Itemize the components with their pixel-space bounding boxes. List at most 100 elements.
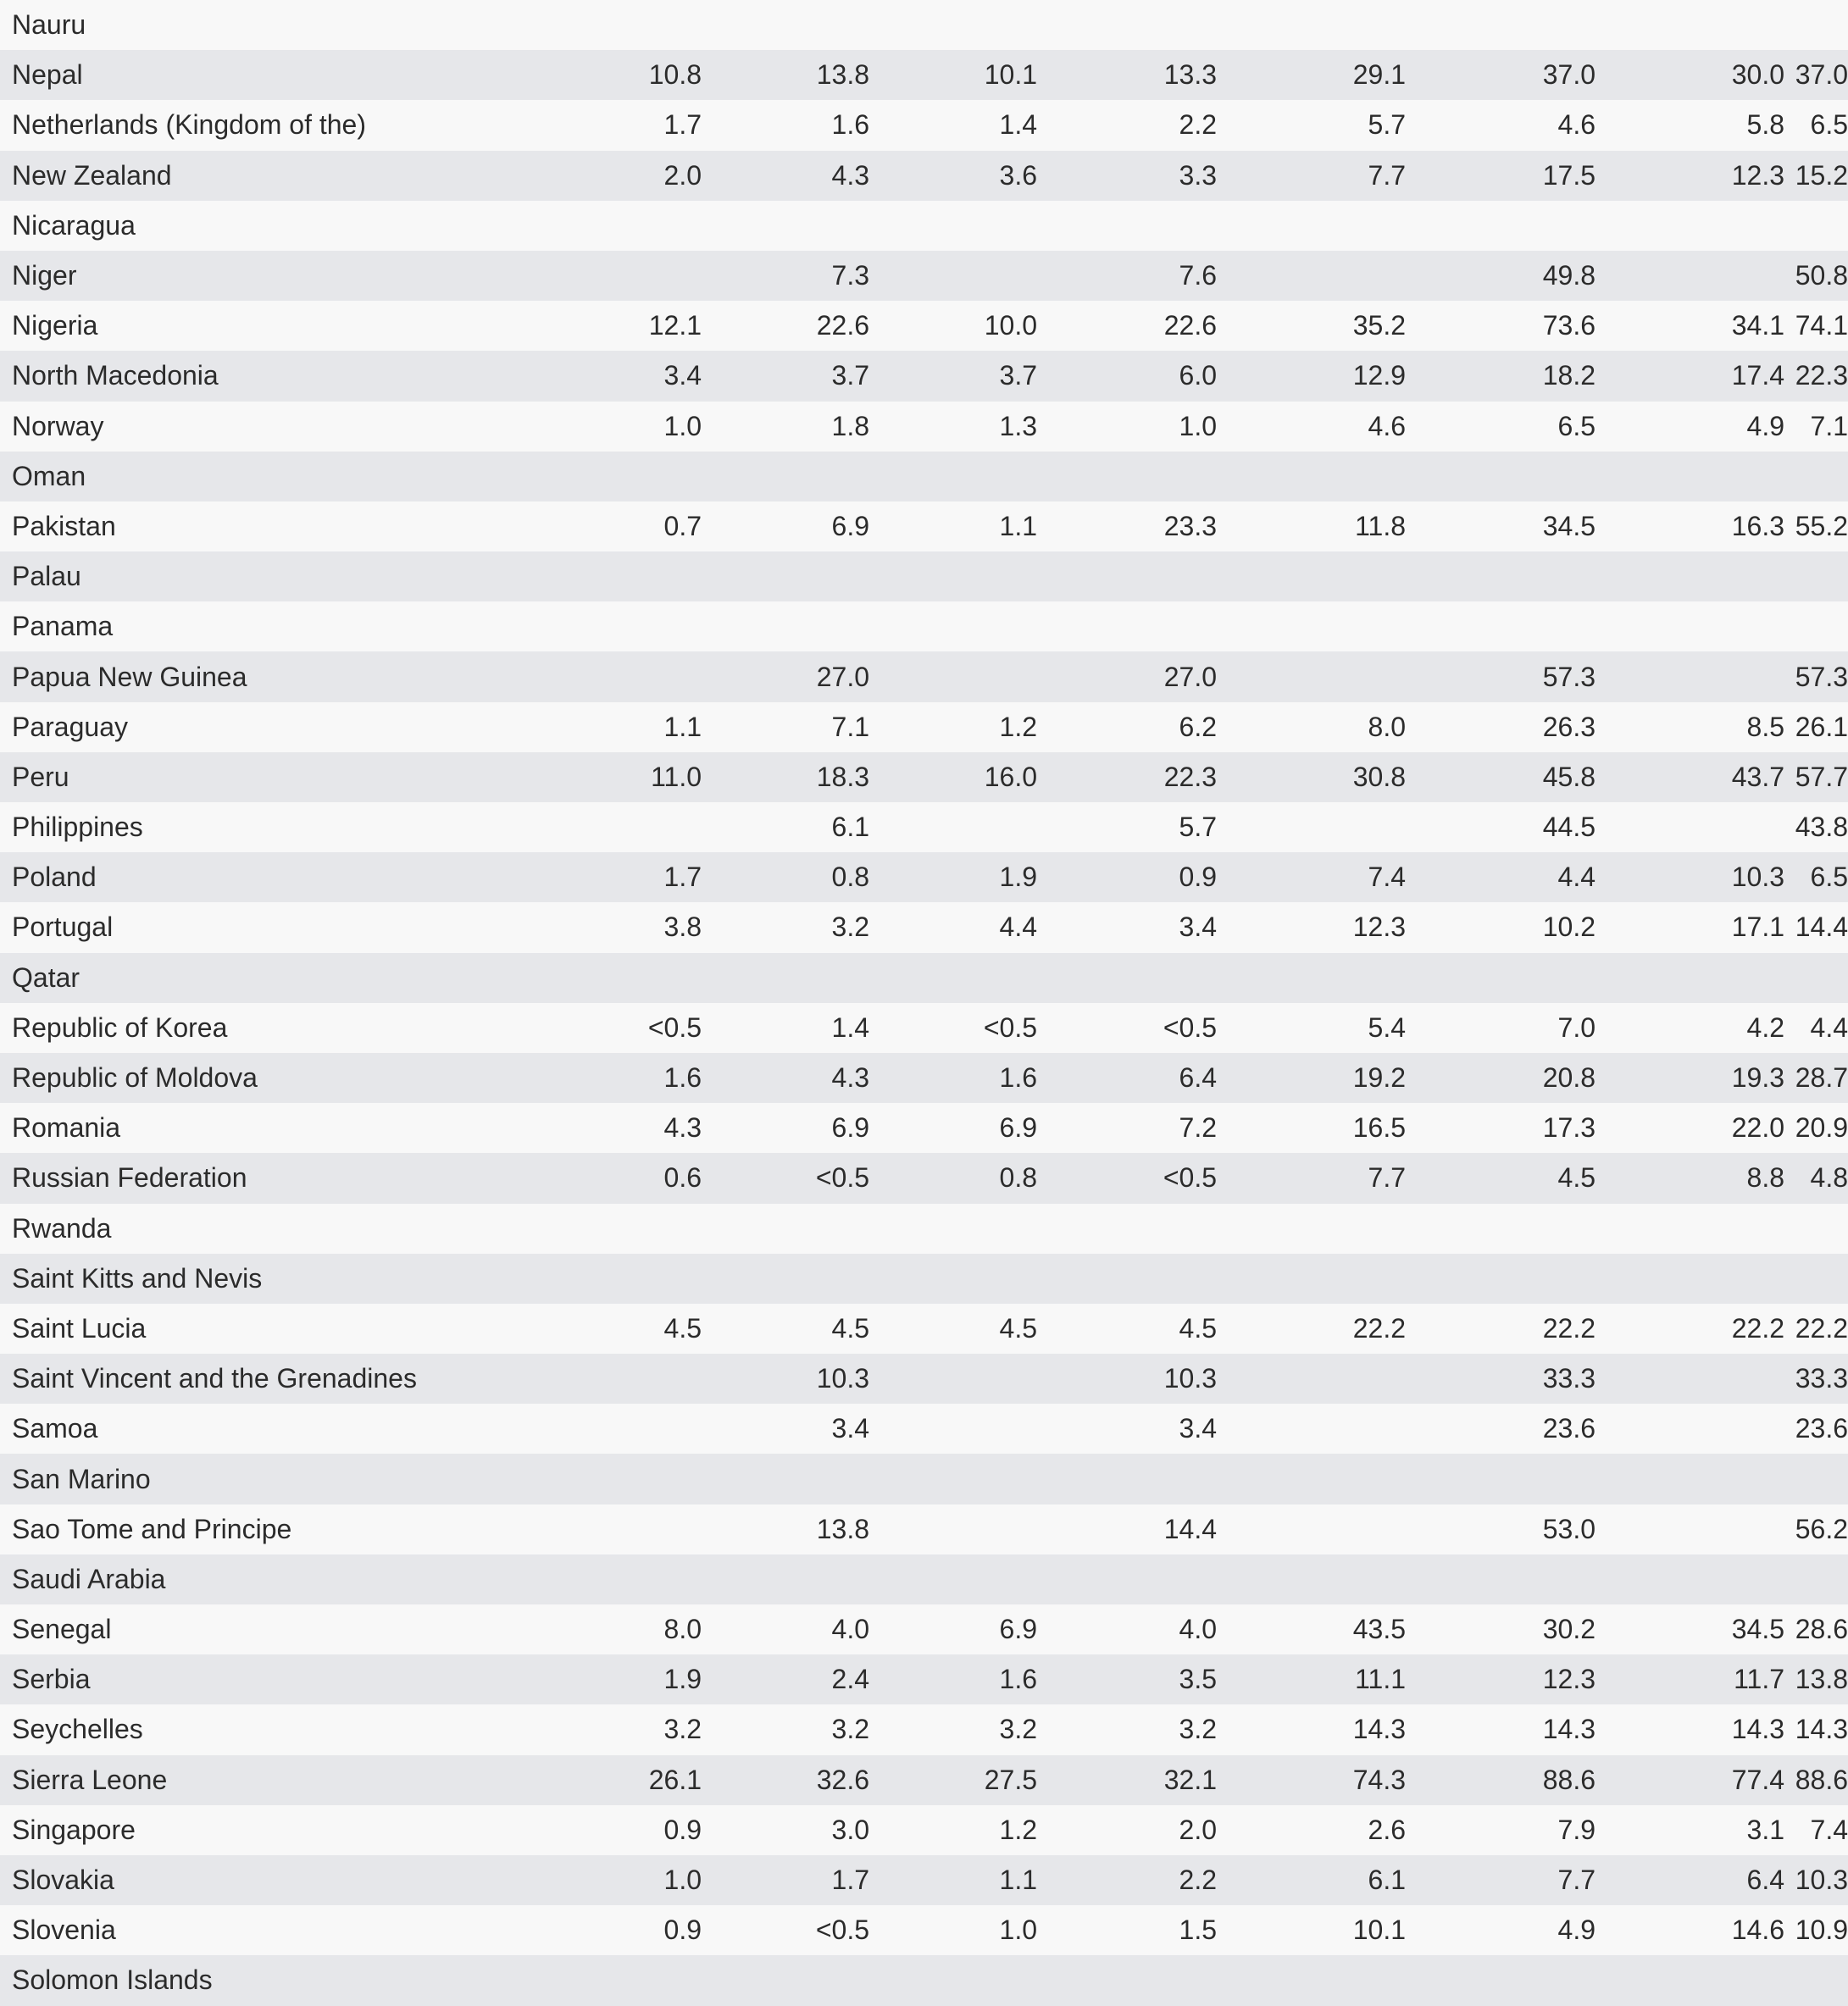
table-row: Netherlands (Kingdom of the) 1.7 1.6 1.4 2.2…: [0, 100, 1848, 151]
value-cell-col-3: [869, 452, 1037, 502]
value-cell-col-1: [534, 953, 702, 1003]
table-row: Norway 1.0 1.8 1.3 1.0 4.6 6.5 4.9 7.1: [0, 401, 1848, 452]
table-row: Russian Federation 0.6 <0.5 0.8 <0.5 7.7 4.5 8.…: [0, 1153, 1848, 1204]
value-cell-col-8: [1784, 953, 1848, 1003]
value-cell-col-2: 6.9: [831, 1112, 869, 1144]
value-cell-col-8: [1784, 1454, 1848, 1504]
value-cell-col-6: [1406, 201, 1595, 251]
value-cell-col-1: 1.9: [663, 1664, 702, 1695]
country-name: Saudi Arabia: [12, 1563, 166, 1594]
value-cell-col-8: 88.6: [1795, 1764, 1848, 1795]
value-cell-col-1: 0.9: [663, 1814, 702, 1845]
value-cell-col-8: 26.1: [1795, 711, 1848, 742]
value-cell-col-5: 11.1: [1355, 1664, 1406, 1695]
table-row: Saint Vincent and the Grenadines 10.3 10.3…: [0, 1354, 1848, 1405]
value-cell-col-5: [1217, 1204, 1406, 1254]
value-cell-col-1: 1.1: [663, 711, 702, 742]
value-cell-col-5: [1217, 251, 1406, 301]
value-cell-col-3: 1.3: [999, 410, 1037, 441]
value-cell-col-3: [869, 1354, 1037, 1404]
value-cell-col-4: [1037, 452, 1217, 502]
value-cell-col-4: 6.4: [1179, 1062, 1217, 1094]
value-cell-col-3: [869, 201, 1037, 251]
value-cell-col-6: [1406, 601, 1595, 651]
value-cell-col-6: 12.3: [1542, 1664, 1595, 1695]
country-name: Palau: [12, 561, 81, 592]
country-name: Nicaragua: [12, 209, 136, 241]
table-row: Republic of Moldova 1.6 4.3 1.6 6.4 19.2 20.8 1…: [0, 1052, 1848, 1104]
value-cell-col-4: [1037, 1254, 1217, 1304]
country-name: Qatar: [12, 961, 80, 993]
country-name: Sao Tome and Principe: [12, 1513, 292, 1544]
table-row: Samoa 3.4 3.4 23.6 23.6: [0, 1404, 1848, 1455]
table-row: North Macedonia 3.4 3.7 3.7 6.0 12.9 18.2 17.4 2…: [0, 351, 1848, 402]
value-cell-col-8: 50.8: [1795, 260, 1848, 291]
value-cell-col-8: 10.9: [1795, 1915, 1848, 1946]
country-name: Netherlands (Kingdom of the): [12, 109, 366, 141]
table-row: Solomon Islands: [0, 1955, 1848, 2006]
value-cell-col-5: [1217, 601, 1406, 651]
value-cell-col-1: 2.0: [663, 159, 702, 191]
value-cell-col-8: 10.3: [1795, 1865, 1848, 1896]
value-cell-col-2: 13.8: [816, 59, 869, 91]
value-cell-col-6: 26.3: [1542, 711, 1595, 742]
value-cell-col-1: [534, 1454, 702, 1504]
value-cell-col-3: 1.9: [999, 862, 1037, 893]
value-cell-col-4: 10.3: [1163, 1363, 1217, 1394]
value-cell-col-1: 0.9: [663, 1915, 702, 1946]
value-cell-col-5: [1217, 953, 1406, 1003]
table-row: Pakistan 0.7 6.9 1.1 23.3 11.8 34.5 16.3 55.2: [0, 501, 1848, 552]
value-cell-col-4: 7.2: [1179, 1112, 1217, 1144]
value-cell-col-8: 4.8: [1810, 1162, 1848, 1194]
value-cell-col-4: [1037, 1204, 1217, 1254]
value-cell-col-4: 22.6: [1163, 310, 1217, 341]
value-cell-col-6: 30.2: [1542, 1614, 1595, 1645]
value-cell-col-1: [534, 0, 702, 50]
value-cell-col-2: 18.3: [816, 761, 869, 792]
value-cell-col-5: [1217, 1504, 1406, 1554]
value-cell-col-2: [702, 201, 869, 251]
value-cell-col-8: 55.2: [1795, 510, 1848, 541]
value-cell-col-6: [1406, 452, 1595, 502]
value-cell-col-2: 3.2: [831, 912, 869, 943]
value-cell-col-8: [1784, 1554, 1848, 1604]
value-cell-col-4: [1037, 1454, 1217, 1504]
country-name: Serbia: [12, 1664, 91, 1695]
value-cell-col-1: [534, 551, 702, 601]
value-cell-col-2: 3.2: [831, 1714, 869, 1745]
value-cell-col-2: [702, 1454, 869, 1504]
table-row: Philippines 6.1 5.7 44.5 43.8: [0, 802, 1848, 853]
value-cell-col-2: 32.6: [816, 1764, 869, 1795]
value-cell-col-7: 5.8: [1746, 109, 1784, 141]
value-cell-col-6: 22.2: [1542, 1312, 1595, 1344]
country-name: Paraguay: [12, 711, 128, 742]
value-cell-col-4: <0.5: [1163, 1162, 1217, 1194]
value-cell-col-2: 2.4: [831, 1664, 869, 1695]
value-cell-col-4: 3.4: [1179, 912, 1217, 943]
value-cell-col-4: [1037, 201, 1217, 251]
value-cell-col-7: [1595, 1554, 1784, 1604]
value-cell-col-1: [534, 1254, 702, 1304]
value-cell-col-2: 13.8: [816, 1513, 869, 1544]
country-name: Saint Vincent and the Grenadines: [12, 1363, 417, 1394]
value-cell-col-5: 8.0: [1368, 711, 1406, 742]
value-cell-col-2: [702, 0, 869, 50]
value-cell-col-7: [1595, 0, 1784, 50]
value-cell-col-5: 35.2: [1352, 310, 1406, 341]
value-cell-col-1: [534, 1504, 702, 1554]
table-row: Slovakia 1.0 1.7 1.1 2.2 6.1 7.7 6.4 10.3: [0, 1854, 1848, 1906]
value-cell-col-7: [1595, 953, 1784, 1003]
value-cell-col-6: 73.6: [1542, 310, 1595, 341]
value-cell-col-3: 10.1: [984, 59, 1037, 91]
value-cell-col-3: 4.5: [999, 1312, 1037, 1344]
value-cell-col-6: [1406, 1204, 1595, 1254]
value-cell-col-6: 53.0: [1542, 1513, 1595, 1544]
table-row: Saint Kitts and Nevis: [0, 1253, 1848, 1304]
value-cell-col-2: 22.6: [816, 310, 869, 341]
table-row: Nauru: [0, 0, 1848, 51]
table-row: Portugal 3.8 3.2 4.4 3.4 12.3 10.2 17.1 14.4: [0, 902, 1848, 953]
value-cell-col-2: [702, 953, 869, 1003]
value-cell-col-8: 28.6: [1795, 1614, 1848, 1645]
value-cell-col-4: 5.7: [1179, 812, 1217, 843]
value-cell-col-2: [702, 1254, 869, 1304]
